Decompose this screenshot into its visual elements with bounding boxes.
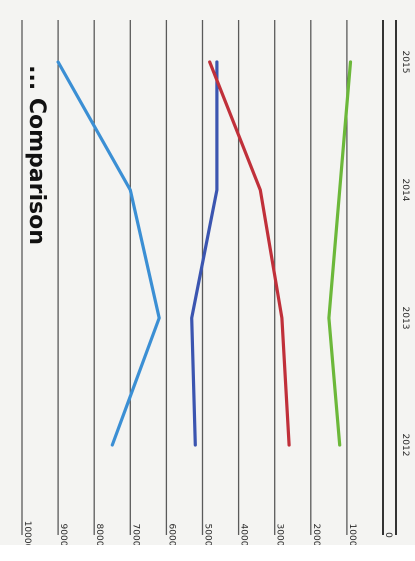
- x-tick-label: 2015: [400, 51, 410, 74]
- series-lines: [56, 60, 353, 447]
- x-tick-label: 2014: [400, 179, 410, 202]
- tick-labels: 0 1000 2000 3000 4000 5000 6000 7000 8000 9000 100…: [22, 51, 410, 550]
- y-tick-label: 6000: [166, 524, 176, 547]
- y-tick-label: 9000: [58, 524, 68, 547]
- series-line-3: [208, 60, 291, 447]
- y-tick-label: 4000: [239, 524, 249, 547]
- chart-title: ... Comparison: [24, 65, 49, 245]
- y-tick-label: 1000: [347, 524, 357, 547]
- title-area: ... Comparison: [24, 65, 49, 245]
- x-tick-label: 2012: [400, 434, 410, 457]
- y-tick-label: 0: [383, 532, 393, 538]
- y-tick-label: 5000: [203, 524, 213, 547]
- y-tick-label: 7000: [130, 524, 140, 547]
- x-tick-label: 2013: [400, 307, 410, 330]
- y-tick-label: 10000: [22, 521, 32, 550]
- series-line-2: [190, 60, 219, 447]
- y-tick-label: 8000: [94, 524, 104, 547]
- series-line-1: [56, 60, 161, 447]
- y-tick-label: 2000: [311, 524, 321, 547]
- y-tick-label: 3000: [275, 524, 285, 547]
- page-edge: [0, 545, 415, 561]
- series-line-4: [327, 60, 353, 447]
